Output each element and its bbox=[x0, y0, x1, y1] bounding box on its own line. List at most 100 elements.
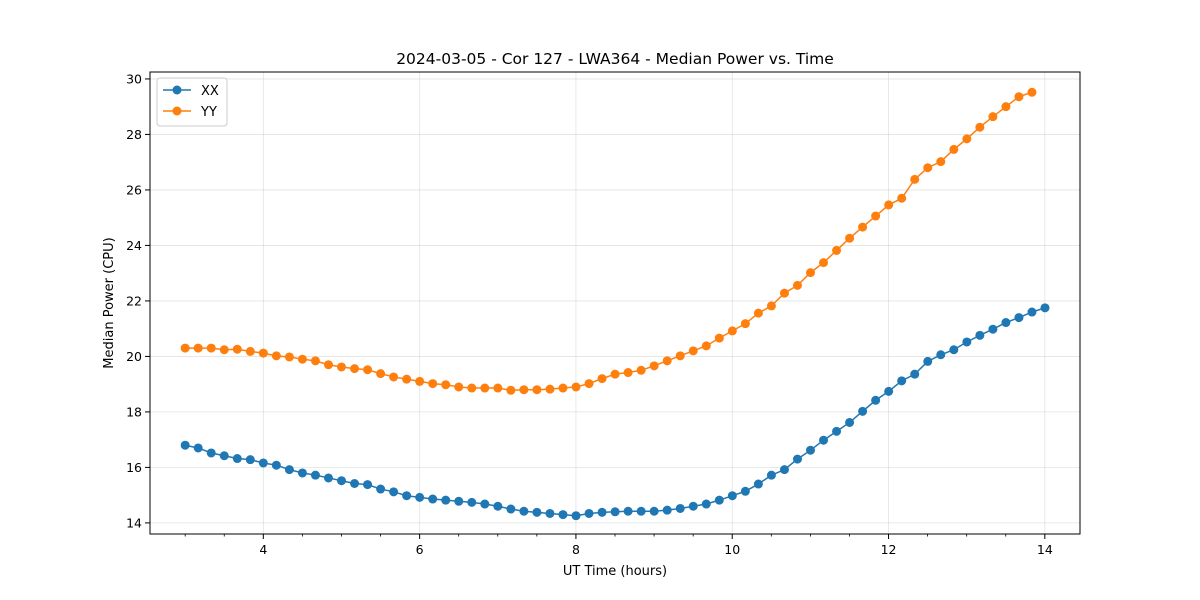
data-point-yy bbox=[297, 354, 307, 364]
data-point-yy bbox=[310, 356, 320, 366]
data-point-yy bbox=[571, 382, 581, 392]
data-point-xx bbox=[740, 486, 750, 496]
data-point-xx bbox=[532, 507, 542, 517]
data-point-xx bbox=[350, 479, 360, 488]
data-point-yy bbox=[832, 245, 842, 255]
data-point-xx bbox=[467, 497, 477, 507]
x-axis-ticks: 4 6 8 10 12 14 bbox=[184, 534, 1053, 557]
data-point-xx bbox=[753, 479, 763, 489]
x-tick-label: 14 bbox=[1037, 542, 1053, 557]
data-point-yy bbox=[558, 383, 568, 393]
data-point-xx bbox=[701, 499, 711, 509]
y-tick-label: 22 bbox=[126, 293, 142, 308]
x-axis-label: UT Time (hours) bbox=[563, 564, 667, 579]
data-point-xx bbox=[337, 476, 346, 486]
y-axis-label: Median Power (CPU) bbox=[102, 237, 117, 368]
data-point-yy bbox=[949, 144, 959, 154]
series-xx bbox=[180, 303, 1050, 521]
data-point-xx bbox=[245, 455, 255, 465]
data-point-xx bbox=[975, 330, 985, 340]
series-yy bbox=[180, 87, 1037, 395]
data-point-xx bbox=[180, 440, 190, 450]
data-point-yy bbox=[245, 346, 255, 356]
data-point-xx bbox=[232, 454, 242, 464]
data-point-xx bbox=[441, 495, 451, 505]
data-point-xx bbox=[610, 507, 620, 517]
data-point-yy bbox=[806, 268, 815, 278]
data-point-xx bbox=[688, 501, 698, 511]
data-point-yy bbox=[545, 384, 555, 394]
data-point-xx bbox=[506, 504, 516, 514]
data-point-xx bbox=[297, 468, 307, 478]
y-tick-label: 20 bbox=[126, 349, 142, 364]
data-point-yy bbox=[740, 319, 750, 329]
data-point-yy bbox=[714, 333, 724, 343]
data-point-xx bbox=[832, 426, 842, 436]
data-point-yy bbox=[454, 382, 464, 392]
data-point-yy bbox=[180, 343, 190, 353]
x-tick-label: 8 bbox=[572, 542, 580, 557]
legend-yy-marker bbox=[172, 106, 182, 116]
data-point-xx bbox=[558, 510, 568, 520]
data-point-yy bbox=[1001, 102, 1011, 112]
data-point-yy bbox=[232, 344, 242, 354]
data-point-yy bbox=[493, 383, 503, 393]
data-point-xx bbox=[363, 480, 373, 490]
legend: XX YY bbox=[156, 77, 228, 127]
y-tick-label: 26 bbox=[126, 182, 142, 197]
data-point-xx bbox=[519, 506, 529, 516]
data-point-xx bbox=[415, 492, 425, 502]
y-tick-label: 16 bbox=[126, 460, 142, 475]
data-point-yy bbox=[845, 233, 855, 243]
data-point-yy bbox=[897, 193, 907, 203]
data-point-xx bbox=[402, 491, 412, 501]
data-point-xx bbox=[910, 369, 920, 379]
data-point-xx bbox=[662, 505, 672, 515]
data-point-yy bbox=[688, 346, 698, 356]
data-point-yy bbox=[1027, 87, 1037, 97]
grid-lines bbox=[150, 72, 1080, 534]
data-point-xx bbox=[1014, 313, 1024, 323]
data-point-yy bbox=[610, 369, 620, 379]
data-point-yy bbox=[597, 374, 607, 384]
data-point-yy bbox=[701, 341, 711, 351]
data-point-xx bbox=[454, 496, 464, 506]
data-point-xx bbox=[376, 484, 386, 494]
data-point-yy bbox=[415, 376, 425, 386]
data-point-yy bbox=[584, 379, 594, 389]
data-point-xx bbox=[545, 508, 555, 518]
data-point-yy bbox=[258, 348, 268, 358]
data-point-xx bbox=[584, 508, 594, 518]
y-tick-label: 14 bbox=[126, 515, 142, 530]
data-point-xx bbox=[310, 470, 320, 480]
data-point-yy bbox=[363, 365, 373, 375]
data-point-yy bbox=[819, 258, 829, 268]
legend-xx-marker bbox=[172, 85, 182, 95]
data-point-yy bbox=[193, 343, 203, 353]
data-point-xx bbox=[871, 395, 881, 405]
data-point-yy bbox=[923, 163, 933, 173]
data-point-xx bbox=[1027, 307, 1037, 317]
data-point-xx bbox=[206, 448, 216, 458]
data-point-yy bbox=[975, 122, 985, 132]
data-point-xx bbox=[792, 454, 802, 464]
data-point-yy bbox=[1014, 92, 1024, 102]
data-point-yy bbox=[962, 134, 972, 144]
data-point-yy bbox=[936, 157, 946, 167]
data-point-xx bbox=[714, 495, 724, 505]
data-point-yy bbox=[284, 352, 294, 362]
data-point-yy bbox=[910, 174, 920, 184]
data-point-xx bbox=[897, 376, 907, 386]
y-axis-ticks: 14 16 18 20 22 24 26 28 30 bbox=[126, 71, 150, 530]
data-point-yy bbox=[662, 356, 672, 366]
data-point-xx bbox=[923, 356, 933, 366]
data-point-xx bbox=[258, 458, 268, 468]
data-point-yy bbox=[988, 112, 998, 122]
data-point-xx bbox=[727, 491, 737, 501]
data-point-xx bbox=[675, 503, 685, 513]
data-point-yy bbox=[480, 383, 490, 393]
data-point-xx bbox=[949, 345, 959, 355]
data-point-xx bbox=[766, 470, 776, 480]
data-point-xx bbox=[219, 451, 229, 461]
